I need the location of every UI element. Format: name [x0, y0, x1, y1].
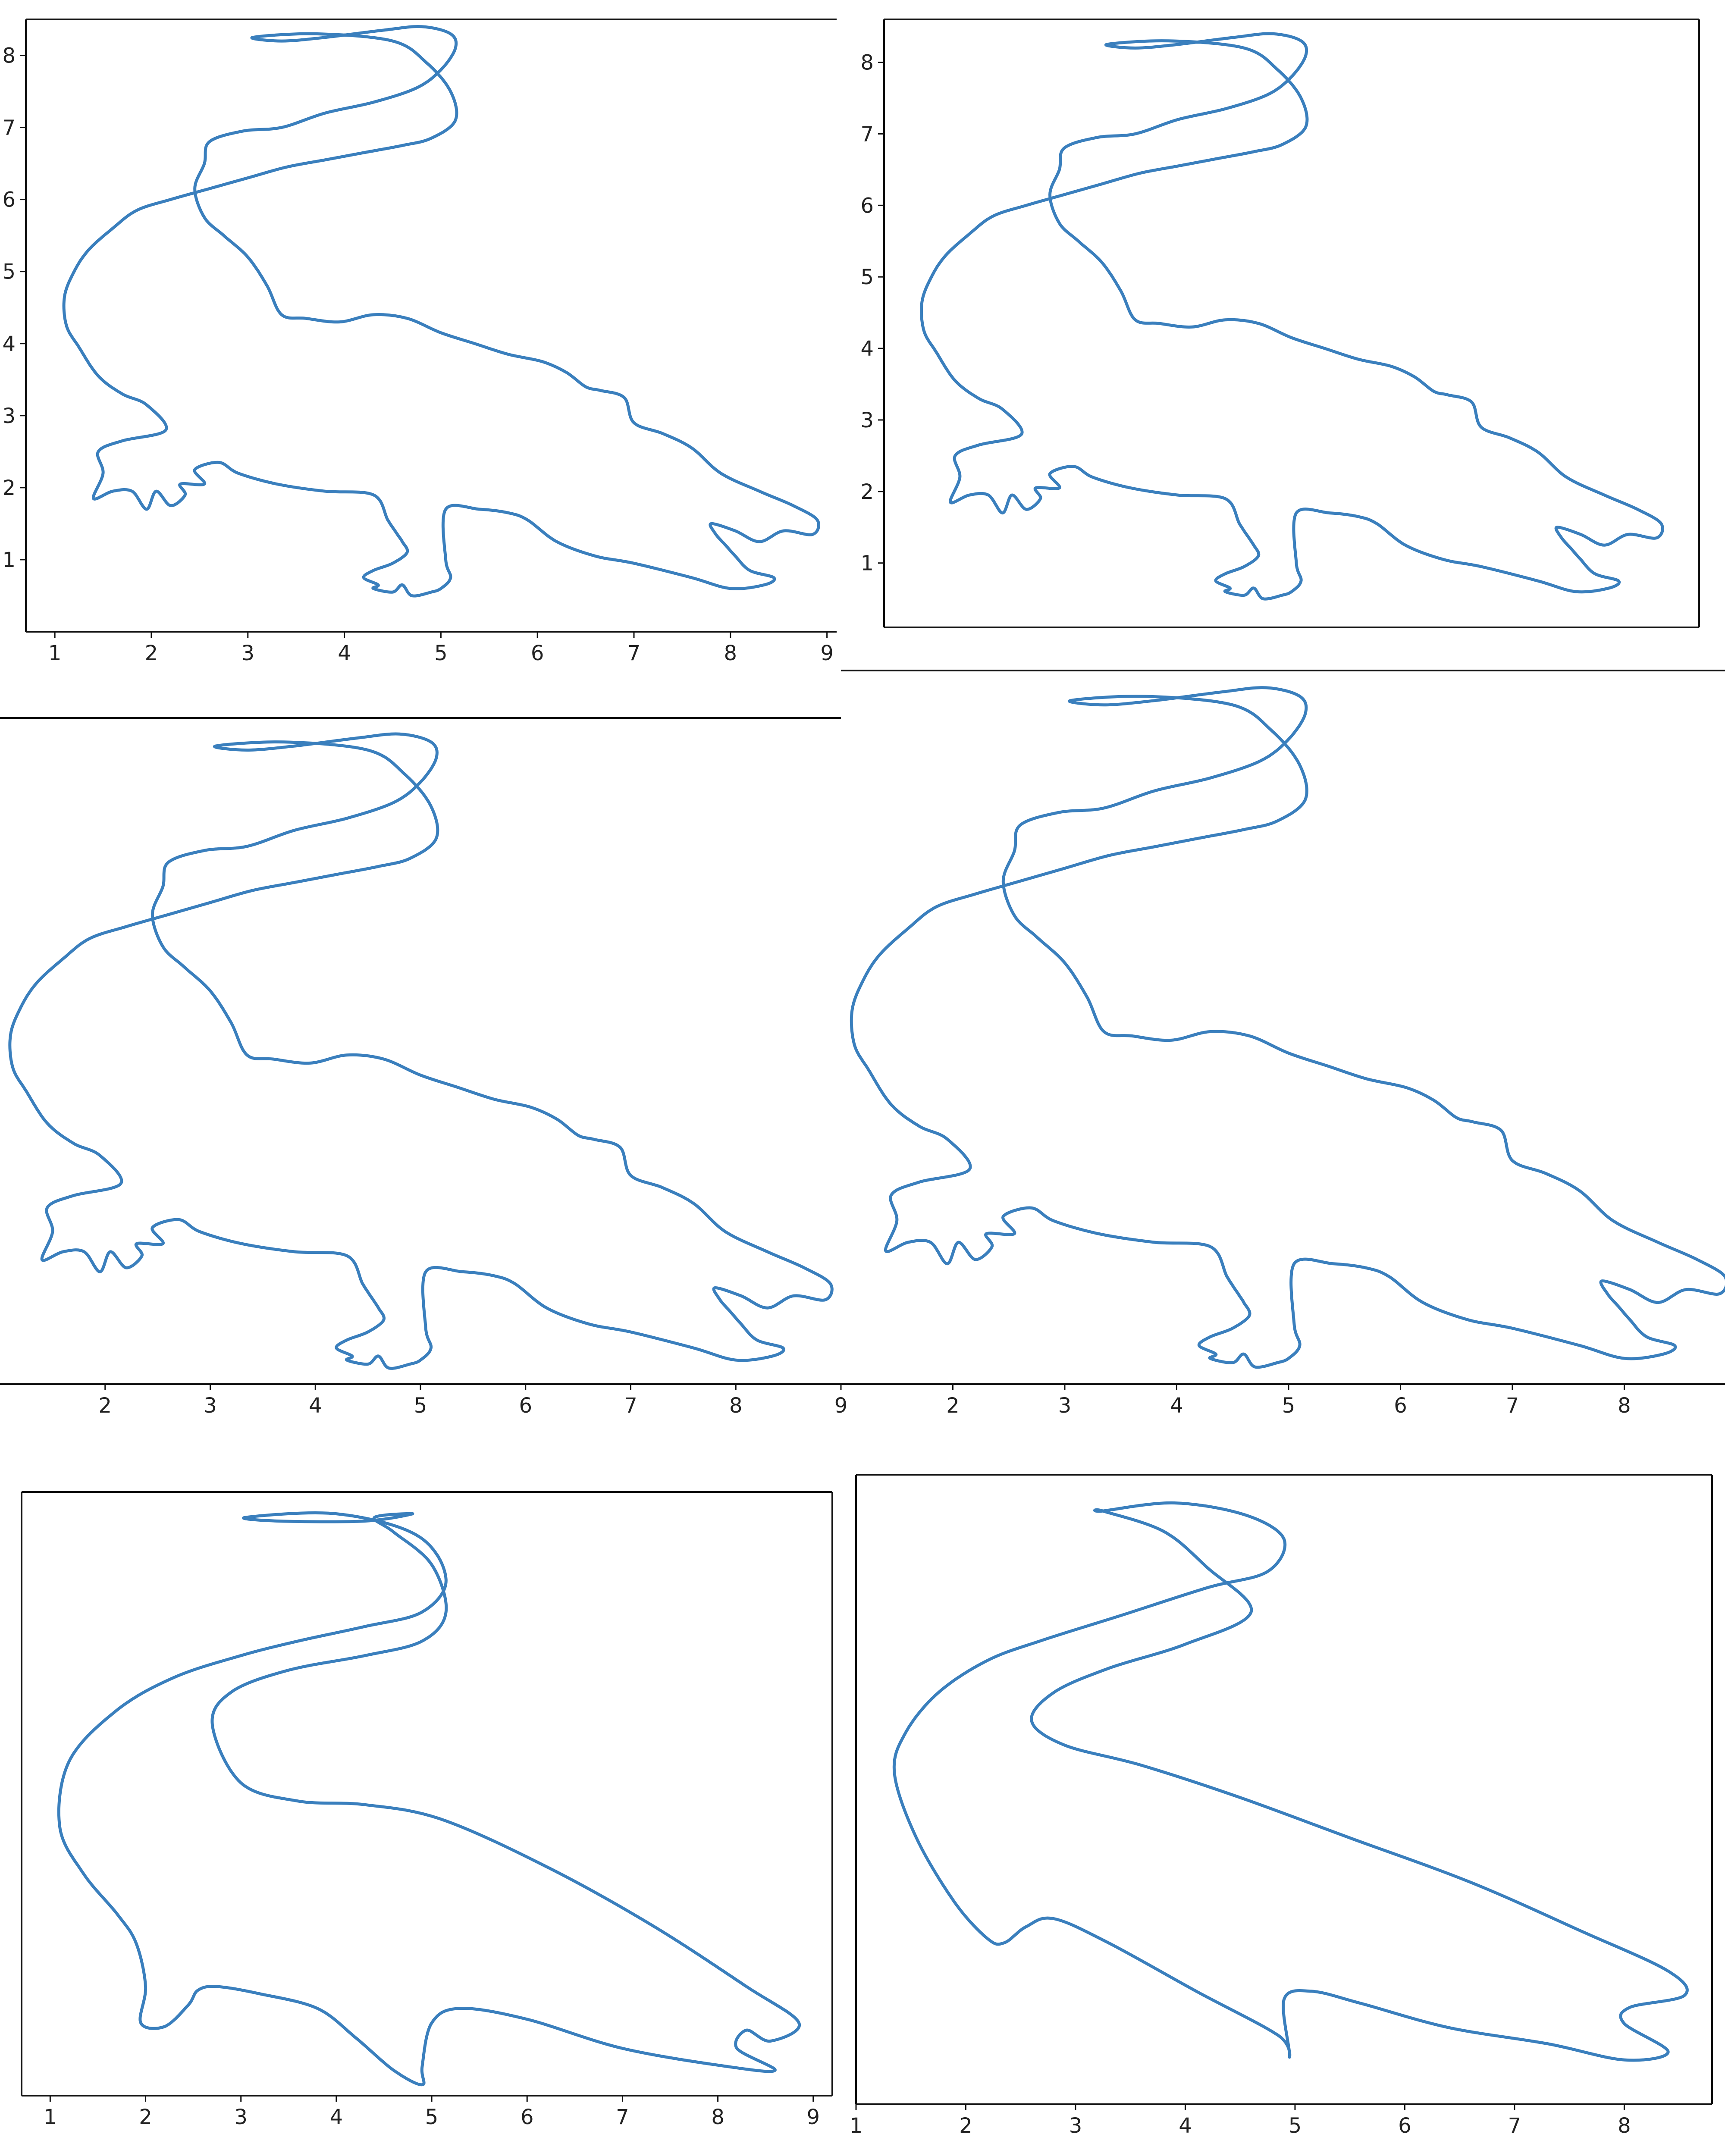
x-tick-label: 6: [531, 641, 544, 665]
panel-6: 1 2 3 4 5 6 7 8: [850, 1474, 1713, 2138]
alligator-outline-line: [57, 1511, 801, 2087]
alligator-outline-line: [62, 25, 820, 598]
x-tick-label: 3: [241, 641, 254, 665]
alligator-outline-line: [8, 732, 834, 1370]
x-tick-label: 1: [44, 2105, 57, 2129]
x-tick-label: 9: [820, 641, 834, 665]
x-tick-label: 7: [624, 1394, 637, 1418]
x-tick-label: 3: [204, 1394, 217, 1418]
y-tick-label: 1: [860, 552, 874, 576]
x-tick-label: 6: [521, 2105, 534, 2129]
y-tick-label: 6: [2, 188, 16, 212]
x-tick-label: 6: [519, 1394, 532, 1418]
x-tick-label: 8: [1618, 2114, 1631, 2138]
y-tick-label: 8: [860, 51, 874, 75]
y-tick-label: 2: [860, 480, 874, 504]
x-tick-label: 9: [834, 1394, 848, 1418]
x-tick-label: 3: [234, 2105, 248, 2129]
panel-4: 2 3 4 5 6 7 8: [841, 670, 1725, 1418]
y-tick-label: 5: [2, 260, 16, 284]
x-tick-label: 8: [1618, 1394, 1631, 1418]
x-tick-label: 4: [330, 2105, 343, 2129]
y-tick-label: 3: [860, 408, 874, 432]
y-tick-label: 1: [2, 548, 16, 572]
alligator-outline-line: [892, 1501, 1689, 2062]
x-tick-label: 1: [48, 641, 62, 665]
y-tick-label: 3: [2, 404, 16, 428]
x-tick-label: 4: [338, 641, 351, 665]
y-tick-label: 6: [860, 194, 874, 218]
x-tick-label: 3: [1058, 1394, 1072, 1418]
x-tick-label: 7: [616, 2105, 629, 2129]
y-tick-label: 4: [2, 332, 16, 356]
x-tick-label: 5: [1282, 1394, 1295, 1418]
x-tick-label: 5: [434, 641, 448, 665]
x-tick-label: 4: [309, 1394, 322, 1418]
panel-3: 2 3 4 5 6 7 8 9: [0, 717, 848, 1418]
y-tick-label: 2: [2, 476, 16, 500]
y-tick-label: 8: [2, 44, 16, 68]
alligator-outline-line: [920, 32, 1664, 601]
x-tick-label: 7: [627, 641, 641, 665]
x-tick-label: 4: [1170, 1394, 1183, 1418]
x-tick-label: 1: [850, 2114, 863, 2138]
x-tick-label: 2: [946, 1394, 960, 1418]
x-tick-label: 6: [1398, 2114, 1411, 2138]
panel-2: 1 2 3 4 5 6 7 8: [860, 19, 1700, 628]
x-tick-label: 5: [425, 2105, 439, 2129]
x-tick-label: 4: [1179, 2114, 1192, 2138]
y-tick-label: 4: [860, 337, 874, 361]
x-tick-label: 7: [1508, 2114, 1521, 2138]
x-tick-label: 2: [145, 641, 158, 665]
x-tick-label: 2: [139, 2105, 152, 2129]
alligator-outline-line: [850, 686, 1725, 1369]
x-tick-label: 9: [806, 2105, 820, 2129]
y-tick-label: 5: [860, 265, 874, 289]
panel-5: 1 2 3 4 5 6 7 8 9: [21, 1491, 833, 2129]
y-tick-label: 7: [860, 122, 874, 146]
x-tick-label: 6: [1394, 1394, 1407, 1418]
x-tick-label: 8: [711, 2105, 724, 2129]
x-tick-label: 7: [1506, 1394, 1519, 1418]
x-tick-label: 3: [1069, 2114, 1082, 2138]
y-tick-label: 7: [2, 116, 16, 140]
x-tick-label: 8: [729, 1394, 743, 1418]
panel-1: 1 2 3 4 5 6 7 8 9 1 2 3 4 5 6 7 8: [2, 19, 837, 665]
x-tick-label: 2: [959, 2114, 972, 2138]
x-tick-label: 2: [98, 1394, 112, 1418]
x-tick-label: 5: [1289, 2114, 1302, 2138]
x-tick-label: 5: [414, 1394, 427, 1418]
x-tick-label: 8: [724, 641, 737, 665]
